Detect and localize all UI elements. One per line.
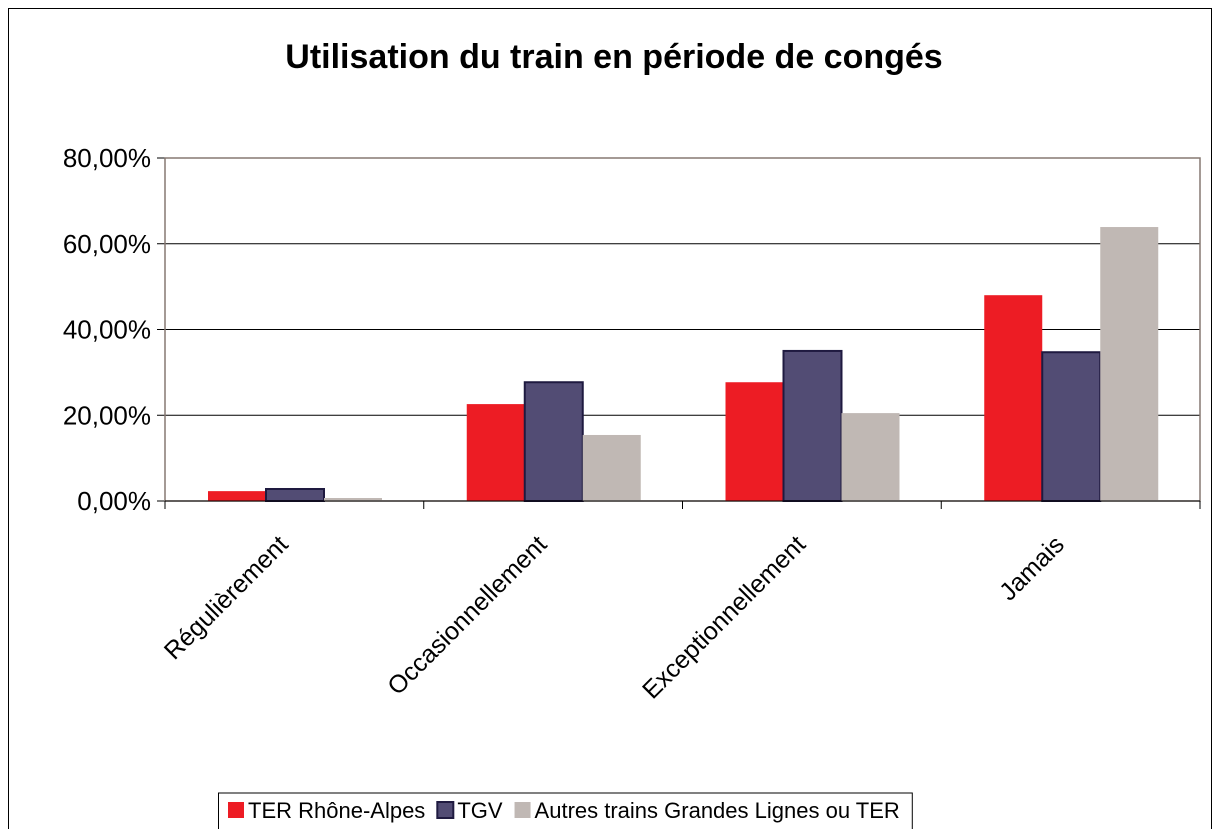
y-tick-label: 80,00% xyxy=(63,143,151,173)
bar xyxy=(782,349,843,502)
bar xyxy=(208,491,266,501)
legend-swatch xyxy=(514,802,531,818)
bar xyxy=(582,434,641,501)
bar xyxy=(324,497,382,501)
bar xyxy=(466,404,525,501)
y-tick-label: 0,00% xyxy=(77,486,151,516)
legend-swatch xyxy=(228,802,244,818)
bar xyxy=(1100,227,1159,501)
y-tick-label: 20,00% xyxy=(63,400,151,430)
y-tick-label: 40,00% xyxy=(63,315,151,345)
bar xyxy=(841,413,900,501)
chart-title: Utilisation du train en période de congé… xyxy=(285,38,942,76)
legend-swatch xyxy=(436,801,455,819)
bar xyxy=(725,382,784,501)
legend: TER Rhône-Alpes TGV Autres trains Grandes … xyxy=(218,792,913,829)
legend-label: TGV xyxy=(457,798,503,823)
legend-label: Autres trains Grandes Lignes ou TER xyxy=(535,798,900,823)
legend-box xyxy=(218,792,913,829)
bar xyxy=(984,295,1043,501)
bar xyxy=(1041,351,1102,502)
bar xyxy=(265,487,325,502)
legend-label: TER Rhône-Alpes xyxy=(248,798,425,823)
bar xyxy=(523,381,584,502)
y-tick-label: 60,00% xyxy=(63,229,151,259)
